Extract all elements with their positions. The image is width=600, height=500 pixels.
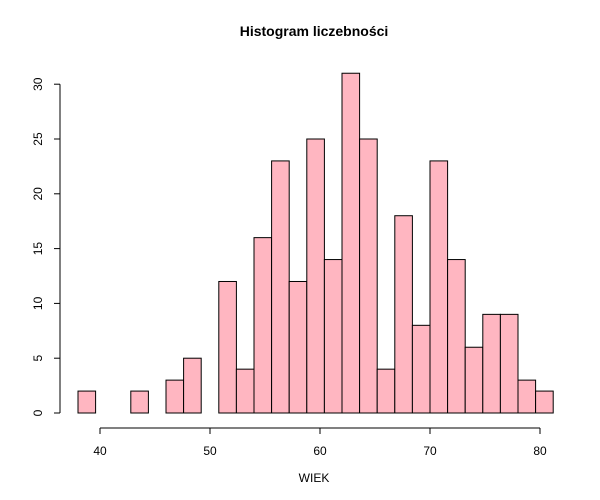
histogram-bar-5 xyxy=(165,379,185,414)
y-tick-label: 10 xyxy=(31,296,45,310)
histogram-bar-24 xyxy=(499,313,519,414)
histogram-bar-10 xyxy=(253,237,273,414)
y-tick-label: 15 xyxy=(31,242,45,256)
histogram-bar-25 xyxy=(517,379,537,414)
histogram-bar-19 xyxy=(411,324,431,414)
histogram-bar-3 xyxy=(130,390,149,414)
bars-group xyxy=(77,72,554,414)
histogram-bar-15 xyxy=(341,72,361,414)
y-tick-label: 5 xyxy=(31,355,45,362)
x-tick-label: 40 xyxy=(93,444,107,458)
histogram-bar-26 xyxy=(535,390,554,414)
y-tick-label: 0 xyxy=(31,409,45,416)
histogram-bar-20 xyxy=(429,160,449,414)
histogram-bar-13 xyxy=(306,138,325,414)
histogram-bar-17 xyxy=(376,368,396,414)
histogram-bar-21 xyxy=(447,259,466,414)
histogram-bar-9 xyxy=(235,368,255,414)
x-axis-label: WIEK xyxy=(299,471,330,485)
x-axis: 40 50 60 70 80 xyxy=(93,427,547,458)
histogram-bar-23 xyxy=(482,313,501,414)
histogram-bar-22 xyxy=(464,346,484,414)
histogram-bar-11 xyxy=(271,160,290,414)
x-tick-label: 50 xyxy=(203,444,217,458)
chart-title: Histogram liczebności xyxy=(240,23,389,39)
y-tick-label: 20 xyxy=(31,187,45,201)
histogram-bar-14 xyxy=(323,259,343,414)
x-tick-label: 70 xyxy=(423,444,437,458)
histogram-bar-12 xyxy=(288,280,308,414)
histogram-bar-8 xyxy=(218,280,237,414)
x-tick-label: 80 xyxy=(533,444,547,458)
histogram-bar-6 xyxy=(183,357,202,414)
histogram-bar-18 xyxy=(394,215,413,414)
y-tick-label: 30 xyxy=(31,77,45,91)
x-tick-label: 60 xyxy=(313,444,327,458)
y-axis: 0 5 10 15 20 25 30 xyxy=(31,77,61,416)
histogram-bar-0 xyxy=(77,390,97,414)
histogram-bar-16 xyxy=(359,138,378,414)
y-tick-label: 25 xyxy=(31,132,45,146)
